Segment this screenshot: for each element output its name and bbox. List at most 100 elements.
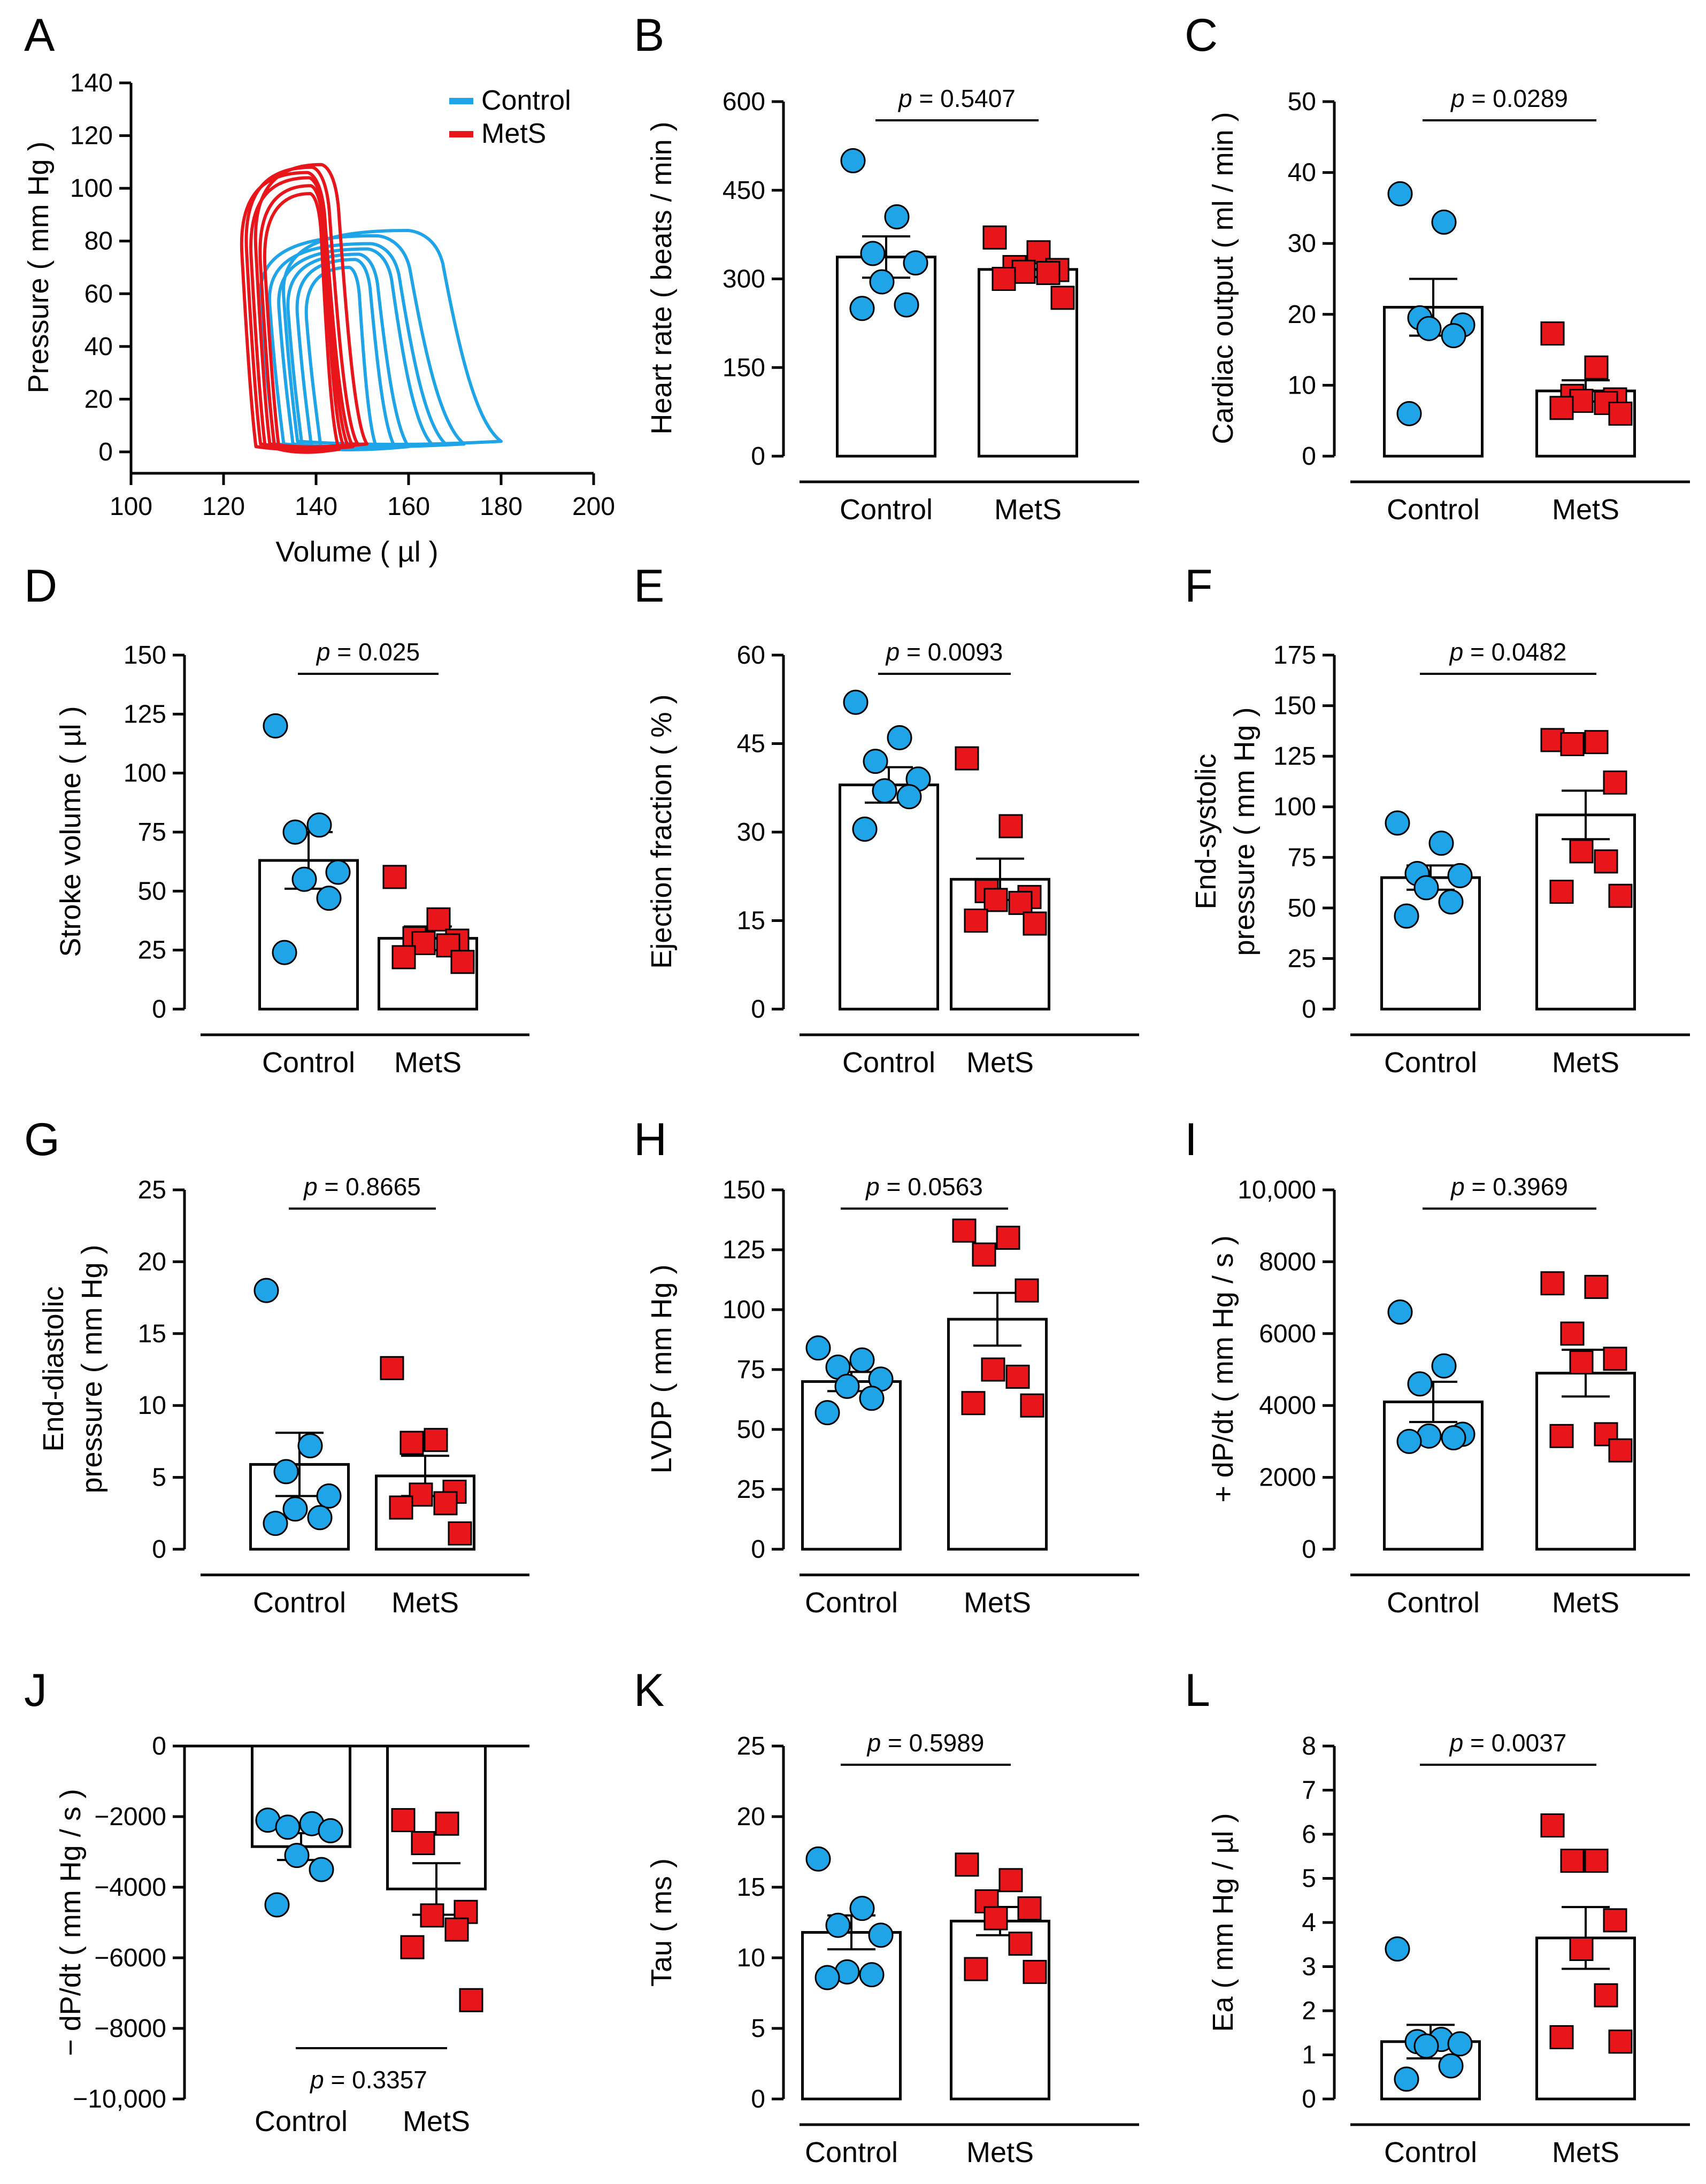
p-value-label: p = 0.0093 <box>885 638 1003 666</box>
data-point-control <box>1441 323 1466 349</box>
y-tick-label: 5 <box>1302 1865 1316 1893</box>
x-category-label: Control <box>1387 494 1480 526</box>
data-point-mets <box>1023 911 1047 936</box>
y-tick-label: 150 <box>723 353 765 382</box>
x-category-label: MetS <box>394 1047 462 1079</box>
data-point-control <box>860 241 886 266</box>
y-tick-label: 75 <box>1288 843 1316 872</box>
panel-l: L 0 1 2 3 4 5 6 7 8 Ea ( mm Hg / µl ) Control MetS p … <box>1185 1665 1690 2168</box>
x-category-label: Control <box>840 494 933 526</box>
x-category-label: Control <box>262 1047 355 1079</box>
data-point-control <box>273 1459 299 1485</box>
y-tick-label: 10 <box>138 1391 166 1420</box>
data-point-control <box>1441 1425 1466 1451</box>
y-tick-label: 300 <box>723 265 765 294</box>
data-point-control <box>1413 2033 1439 2059</box>
x-category-label: MetS <box>966 2136 1034 2168</box>
x-category-label: Control <box>253 1587 346 1619</box>
bar-mets <box>947 1318 1048 1551</box>
y-tick-label: 6 <box>1302 1820 1316 1849</box>
y-tick-label: 140 <box>70 69 113 97</box>
data-point-mets <box>972 1242 996 1267</box>
x-category-label: MetS <box>964 1587 1031 1619</box>
y-tick-label: 4000 <box>1259 1391 1316 1420</box>
data-point-control <box>1394 903 1419 929</box>
x-category-label: Control <box>1384 1047 1477 1079</box>
data-point-control <box>869 269 895 295</box>
y-tick-label: 50 <box>1288 88 1316 116</box>
data-point-mets <box>411 1831 435 1855</box>
panel-label: L <box>1185 1665 1210 1716</box>
data-point-control <box>264 1892 290 1918</box>
y-tick-label: 6000 <box>1259 1320 1316 1348</box>
data-point-control <box>318 1818 343 1843</box>
data-point-mets <box>1020 1393 1044 1418</box>
data-point-control <box>325 859 351 885</box>
data-point-control <box>291 866 317 892</box>
y-tick-label: 150 <box>723 1176 765 1204</box>
y-tick-label: 5 <box>751 2014 765 2043</box>
y-tick-label: 0 <box>152 1732 166 1760</box>
y-tick-label: 125 <box>1273 742 1316 771</box>
data-point-mets <box>1540 1271 1565 1296</box>
y-tick-label: 0 <box>1302 1535 1316 1564</box>
y-tick-label: 125 <box>124 700 166 728</box>
y-tick-label: 25 <box>138 936 166 965</box>
p-value-label: p = 0.025 <box>316 638 420 666</box>
data-point-mets <box>1011 259 1036 284</box>
y-tick-label: 2000 <box>1259 1464 1316 1492</box>
legend-label: MetS <box>481 118 546 149</box>
data-point-control <box>316 886 342 911</box>
data-point-control <box>297 1433 323 1458</box>
data-point-mets <box>382 865 407 889</box>
data-point-control <box>1447 863 1473 888</box>
bar-control <box>801 1931 902 2101</box>
panel-h: H 0 25 50 75 100 125 150 LVDP ( mm Hg ) Control Me… <box>634 1114 1139 1619</box>
y-tick-label: 30 <box>737 818 765 847</box>
y-axis-label: Cardiac output ( ml / min ) <box>1207 112 1239 444</box>
x-category-label: Control <box>842 1047 935 1079</box>
y-tick-label: −4000 <box>94 1873 166 1902</box>
data-point-control <box>263 713 288 739</box>
y-axis-label: Heart rate ( beats / min ) <box>645 121 678 434</box>
y-tick-label: 45 <box>737 730 765 758</box>
data-point-control <box>1438 889 1464 915</box>
data-point-control <box>859 1962 885 1988</box>
y-tick-label: 0 <box>98 438 113 466</box>
y-tick-label: 3 <box>1302 1953 1316 1981</box>
y-tick-label: 15 <box>737 1873 765 1902</box>
p-value-label: p = 0.3969 <box>1450 1173 1568 1201</box>
data-point-control <box>872 778 897 804</box>
y-tick-label: 120 <box>70 122 113 150</box>
data-point-mets <box>1050 286 1075 310</box>
data-point-control <box>1413 875 1439 901</box>
x-category-label: Control <box>805 2136 898 2168</box>
data-point-control <box>263 1511 288 1536</box>
y-tick-label: 5 <box>152 1464 166 1492</box>
data-point-mets <box>982 225 1007 250</box>
panel-label: G <box>24 1114 60 1165</box>
data-point-control <box>884 204 910 229</box>
y-tick-label: 0 <box>1302 995 1316 1024</box>
data-point-control <box>859 1386 885 1411</box>
y-axis-label: Pressure ( mm Hg ) <box>22 141 55 393</box>
y-tick-label: 50 <box>1288 894 1316 922</box>
x-category-label: MetS <box>994 494 1062 526</box>
data-point-mets <box>1540 321 1565 346</box>
y-tick-label: 20 <box>737 1803 765 1831</box>
panel-label: C <box>1185 10 1218 61</box>
panel-k: K 0 5 10 15 20 25 Tau ( ms ) Control MetS p = 0.59… <box>634 1665 1139 2168</box>
data-point-mets <box>961 1391 986 1416</box>
data-point-control <box>1438 2053 1464 2079</box>
y-axis-label: Ejection fraction ( % ) <box>645 694 678 968</box>
data-point-control <box>1394 2066 1419 2092</box>
data-point-control <box>894 292 919 318</box>
y-tick-label: 25 <box>138 1176 166 1204</box>
panel-f: F 0 25 50 75 100 125 150 175 End-systolic pressure… <box>1185 560 1690 1079</box>
panel-e: E 0 15 30 45 60 Ejection fraction ( % ) Control… <box>634 560 1139 1079</box>
data-point-control <box>1431 209 1457 235</box>
y-tick-label: 2 <box>1302 1997 1316 2025</box>
y-tick-label: 50 <box>138 877 166 905</box>
data-point-mets <box>1549 1424 1574 1448</box>
